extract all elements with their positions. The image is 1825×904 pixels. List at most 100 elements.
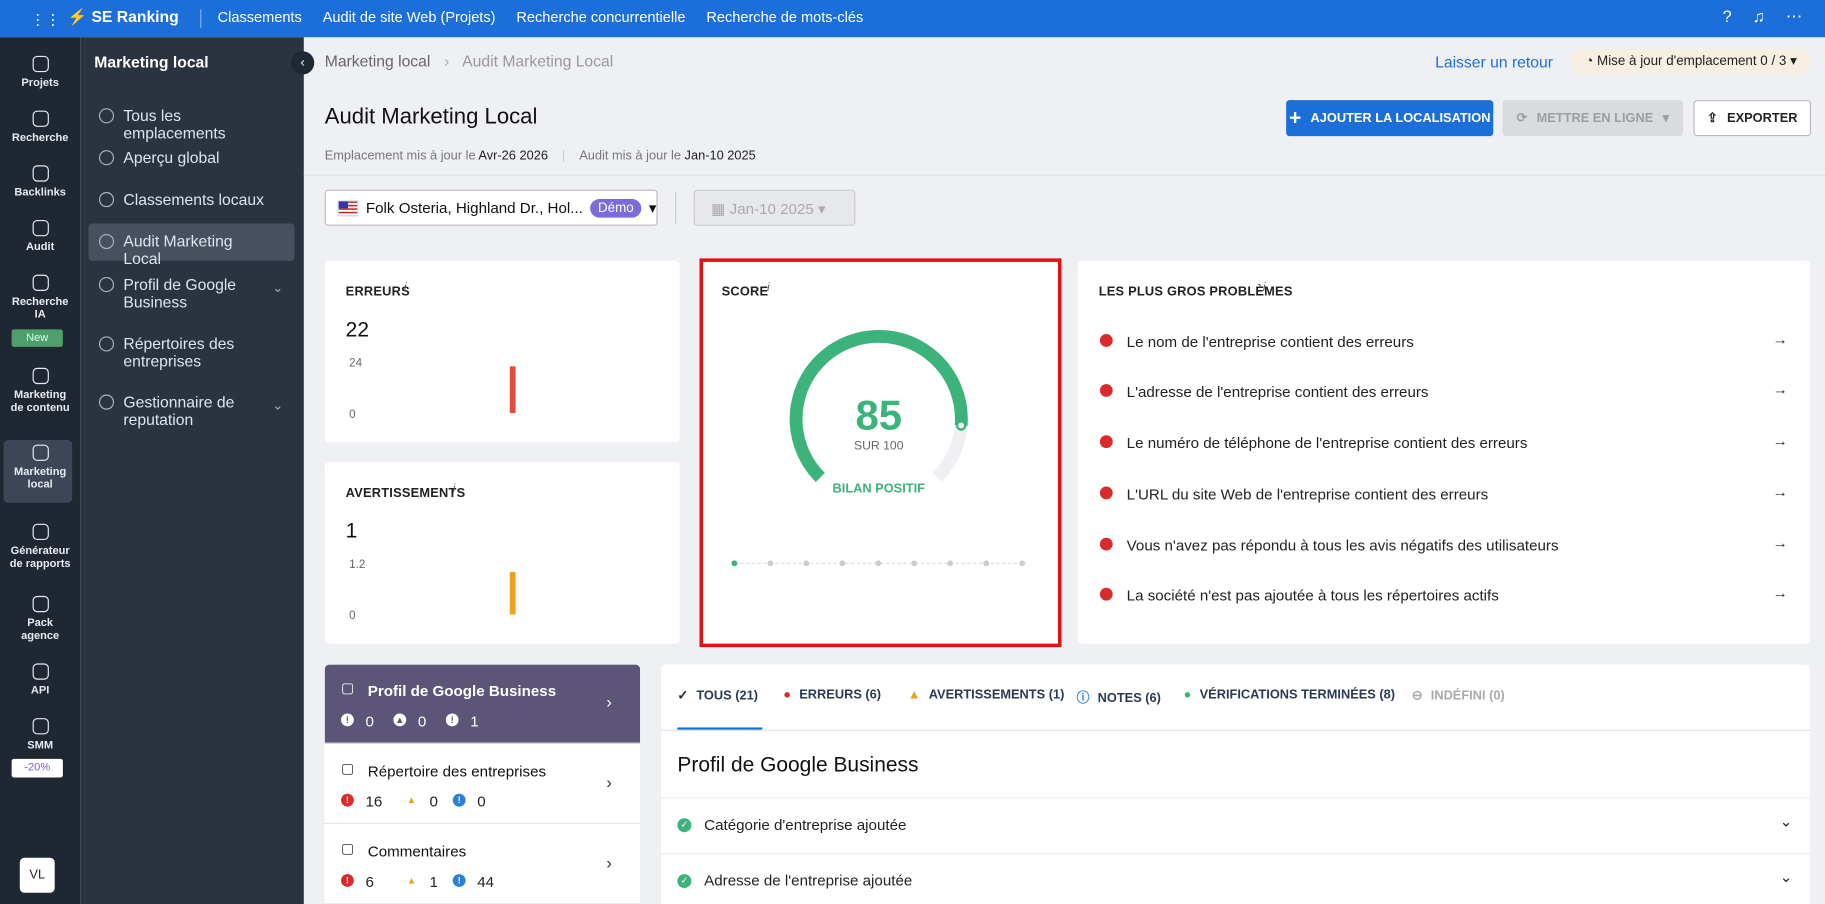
icon bbox=[32, 274, 49, 291]
add-button[interactable]: + AJOUTER LA LOCALISATION bbox=[1286, 100, 1494, 137]
rail-item[interactable]: Backlinks bbox=[0, 165, 80, 199]
check-icon: ✓ bbox=[677, 818, 692, 833]
date-select[interactable]: ▦ Jan-10 2025 ▾ bbox=[693, 189, 856, 226]
rail-item[interactable]: Audit bbox=[0, 219, 80, 254]
check-text: Catégorie d'entreprise ajoutée bbox=[704, 815, 907, 834]
top-icons[interactable]: ?♫⋯ bbox=[1722, 6, 1824, 26]
arrow: → bbox=[1772, 330, 1788, 349]
audit-label: Audit mis à jour le bbox=[579, 148, 681, 163]
subnav-label: Classements locaux bbox=[123, 190, 264, 209]
error-icon bbox=[1099, 486, 1113, 500]
rail-item[interactable]: Recherche IA bbox=[0, 274, 80, 322]
icon bbox=[32, 595, 49, 613]
count-icon: ! bbox=[452, 874, 466, 887]
subnav-item[interactable]: Audit Marketing Local bbox=[95, 233, 270, 268]
rail-label: Marketing de contenu bbox=[10, 388, 70, 415]
tab-label: TOUS (21) bbox=[696, 689, 759, 703]
rail-label: Audit bbox=[26, 240, 55, 254]
tab[interactable]: ● ERREURS (6) bbox=[783, 688, 881, 702]
nav-link[interactable]: Classements bbox=[217, 9, 302, 26]
count-icon: ! bbox=[341, 793, 354, 807]
count-icon: ▲ bbox=[406, 875, 417, 886]
row-divider bbox=[661, 853, 1810, 855]
chevron: › bbox=[606, 772, 612, 792]
tab-underline bbox=[677, 727, 763, 730]
update-pill[interactable]: ◔ Mise à jour d'emplacement 0 / 3 ▾ bbox=[1571, 48, 1811, 75]
group-item[interactable]: ▢ Commentaires ›! 6 ▲ 1! 44 bbox=[324, 825, 641, 904]
avatar[interactable]: VL bbox=[19, 857, 55, 893]
count-icon: ▲ bbox=[393, 713, 407, 727]
rail-item[interactable]: Pack agence bbox=[0, 595, 80, 643]
problem-row[interactable]: Le nom de l'entreprise contient des erre… bbox=[1099, 330, 1788, 353]
problem-row[interactable]: Le numéro de téléphone de l'entreprise c… bbox=[1099, 432, 1788, 454]
card-title: ERREURS bbox=[345, 285, 410, 300]
icon bbox=[32, 444, 49, 461]
smm-badge: -20% bbox=[11, 758, 63, 778]
tab-label: VÉRIFICATIONS TERMINÉES (8) bbox=[1199, 687, 1396, 702]
brand[interactable]: ⚡ SE Ranking bbox=[67, 8, 179, 26]
rail-item[interactable]: Recherche bbox=[0, 110, 80, 144]
count-icon: ! bbox=[452, 793, 466, 807]
apps-icon[interactable]: ⋮⋮ bbox=[30, 10, 61, 28]
count: 6 bbox=[365, 872, 374, 891]
count: 0 bbox=[429, 792, 438, 811]
arrow: → bbox=[1772, 381, 1788, 399]
subnav-item[interactable]: Classements locaux bbox=[95, 191, 270, 208]
crumb[interactable]: Marketing local bbox=[324, 52, 431, 70]
tab[interactable]: ⓘ NOTES (6) bbox=[1077, 688, 1161, 707]
card-value: 22 bbox=[345, 317, 369, 342]
group-icon: ▢ bbox=[341, 760, 355, 777]
publish-button[interactable]: ⟳ METTRE EN LIGNE ▾ bbox=[1502, 100, 1683, 137]
error-icon bbox=[1099, 334, 1113, 347]
problem-text: L'URL du site Web de l'entreprise contie… bbox=[1126, 485, 1489, 504]
location-select[interactable]: Folk Osteria, Highland Dr., Hol... Démo ▾ bbox=[324, 189, 658, 226]
tab[interactable]: ▲ AVERTISSEMENTS (1) bbox=[908, 688, 1065, 702]
problem-row[interactable]: L'URL du site Web de l'entreprise contie… bbox=[1099, 483, 1788, 505]
export-button[interactable]: ⇪ EXPORTER bbox=[1693, 100, 1812, 137]
top-nav: Classements Audit de site Web (Projets) Re… bbox=[218, 9, 864, 25]
nav-link[interactable]: Audit de site Web (Projets) bbox=[322, 9, 496, 26]
subnav-item[interactable]: Profil de Google Business ⌄ bbox=[95, 276, 283, 311]
group-item[interactable]: ▢ Répertoire des entreprises ›! 16 ▲ 0! 0 bbox=[324, 744, 641, 825]
rail-item[interactable]: SMM bbox=[0, 718, 80, 752]
error-icon bbox=[1099, 537, 1113, 551]
tab[interactable]: ⊖ INDÉFINI (0) bbox=[1412, 688, 1505, 703]
collapse-button[interactable]: ‹ bbox=[290, 51, 315, 75]
icon bbox=[98, 336, 115, 352]
rail-item[interactable]: Projets bbox=[0, 55, 80, 90]
subnav-item[interactable]: Aperçu global bbox=[95, 149, 270, 166]
subnav-item[interactable]: Répertoires des entreprises bbox=[95, 335, 270, 370]
tab[interactable]: ✓ TOUS (21) bbox=[677, 688, 758, 703]
subnav-item[interactable]: Tous les emplacements bbox=[95, 107, 270, 142]
feedback-link[interactable]: Laisser un retour bbox=[1435, 53, 1554, 71]
problem-row[interactable]: Vous n'avez pas répondu à tous les avis … bbox=[1099, 534, 1788, 556]
warnings-card bbox=[324, 462, 680, 644]
loc-label: Emplacement mis à jour le bbox=[324, 148, 476, 163]
tab[interactable]: ● VÉRIFICATIONS TERMINÉES (8) bbox=[1184, 688, 1395, 702]
check-row[interactable]: ✓ Adresse de l'entreprise ajoutée ⌄ bbox=[677, 868, 1792, 893]
errors-card bbox=[324, 260, 680, 443]
rail-label: Pack agence bbox=[21, 616, 60, 643]
rail-label: Générateur de rapports bbox=[9, 544, 71, 571]
groups-panel: ▢ Profil de Google Business ›! 0 ▲ 0! 1 ▢ Répert… bbox=[324, 664, 641, 904]
card-title: LES PLUS GROS PROBLÈMES bbox=[1098, 285, 1293, 300]
rail-selected[interactable] bbox=[3, 439, 73, 503]
nav-link[interactable]: Recherche de mots-clés bbox=[706, 9, 864, 26]
error-icon bbox=[1099, 587, 1113, 601]
subnav-item[interactable]: Gestionnaire de reputation ⌄ bbox=[95, 393, 283, 428]
rail-item[interactable]: Marketing local bbox=[0, 444, 80, 491]
group-item[interactable]: ▢ Profil de Google Business ›! 0 ▲ 0! 1 bbox=[324, 664, 641, 744]
problem-row[interactable]: L'adresse de l'entreprise contient des e… bbox=[1099, 381, 1788, 403]
subnav-selected[interactable] bbox=[88, 223, 295, 261]
subnav-label: Tous les emplacements bbox=[123, 107, 226, 142]
check-row[interactable]: ✓ Catégorie d'entreprise ajoutée ⌄ bbox=[677, 812, 1792, 837]
rail-item[interactable]: Générateur de rapports bbox=[0, 523, 80, 571]
nav-link[interactable]: Recherche concurrentielle bbox=[516, 9, 686, 26]
rail-item[interactable]: API bbox=[0, 663, 80, 697]
problem-row[interactable]: La société n'est pas ajoutée à tous les … bbox=[1099, 584, 1788, 606]
checks-panel: ✓ TOUS (21) ● ERREURS (6) ▲ AVERTISSEMENTS… bbox=[661, 664, 1810, 904]
audit-date: Jan-10 2025 bbox=[684, 148, 756, 163]
rail-item[interactable]: Marketing de contenu bbox=[0, 367, 80, 415]
count: 16 bbox=[365, 792, 383, 811]
